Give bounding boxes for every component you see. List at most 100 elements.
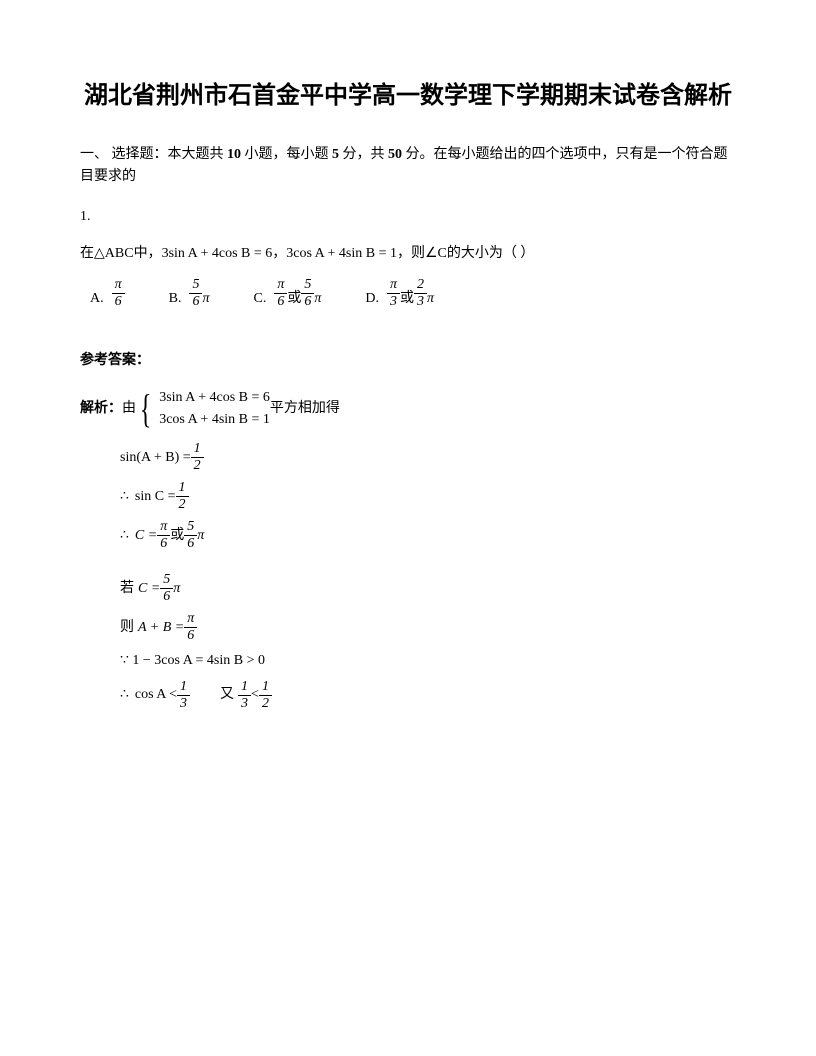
third-d: 3 <box>177 696 190 712</box>
option-d-label: D. <box>365 288 379 310</box>
option-d-frac2: 2 3 <box>414 277 427 310</box>
opt-c-pi: π <box>314 288 321 310</box>
sec-count: 10 <box>227 147 241 162</box>
q1-triangle: △ABC <box>94 243 134 265</box>
frac-pi6: π 6 <box>157 519 170 552</box>
solution-line-1: 解析： 由 { 3sin A + 4cos B = 6 3cos A + 4si… <box>80 387 736 432</box>
opt-b-pi: π <box>202 288 209 310</box>
sol-square-add: 平方相加得 <box>270 398 340 420</box>
pi6-d: 6 <box>157 536 170 552</box>
opt-a-den: 6 <box>112 294 125 310</box>
opt-a-num: π <box>112 277 125 294</box>
cosa-lhs: cos A < <box>135 684 177 706</box>
sol-then-line: 则 A + B = π 6 <box>120 611 736 644</box>
option-a-frac: π 6 <box>112 277 125 310</box>
option-a: A. π 6 <box>90 277 125 310</box>
third-n: 1 <box>177 679 190 696</box>
section-1-heading: 一、 选择题：本大题共 10 小题，每小题 5 分，共 50 分。在每小题给出的… <box>80 144 736 189</box>
sec-mid2: 分，共 <box>339 147 388 162</box>
therefore-icon: ∴ <box>120 486 129 508</box>
q1-angle: ∠C <box>425 243 447 265</box>
equation-system: 3sin A + 4cos B = 6 3cos A + 4sin B = 1 <box>159 387 270 432</box>
sec-pts: 5 <box>332 147 339 162</box>
ze-text: 则 <box>120 617 134 639</box>
opt-c-d2: 6 <box>301 294 314 310</box>
option-b: B. 5 6 π <box>169 277 210 310</box>
solution-label: 解析： <box>80 398 122 420</box>
half-d3: 2 <box>259 696 272 712</box>
third-n-b: 1 <box>238 679 251 696</box>
pi6-d-b: 6 <box>184 628 197 644</box>
frac-half-3: 1 2 <box>259 679 272 712</box>
sin-ab-lhs: sin(A + B) = <box>120 447 191 469</box>
q1-options: A. π 6 B. 5 6 π C. π 6 或 5 6 π D. π 3 或 <box>90 277 736 310</box>
sol-if-line: 若 C = 5 6 π <box>120 572 736 605</box>
frac-pi6-b: π 6 <box>184 611 197 644</box>
option-d: D. π 3 或 2 3 π <box>365 277 434 310</box>
pi-suf-2: π <box>173 578 180 600</box>
half-n1: 1 <box>191 441 204 458</box>
sec-total: 50 <box>388 147 402 162</box>
option-c-frac2: 5 6 <box>301 277 314 310</box>
q1-eq2: 3cos A + 4sin B = 1 <box>286 243 397 265</box>
ab-eq-lhs: A + B = <box>138 617 184 639</box>
five6-d-b: 6 <box>160 589 173 605</box>
answer-heading: 参考答案： <box>80 350 736 372</box>
q1-pre: 在 <box>80 243 94 265</box>
option-b-frac: 5 6 <box>189 277 202 310</box>
five6-n: 5 <box>184 519 197 536</box>
option-c-label: C. <box>254 288 267 310</box>
opt-d-d2: 3 <box>414 294 427 310</box>
sol-by: 由 <box>122 398 136 420</box>
brace-icon: { <box>140 391 152 427</box>
opt-c-or: 或 <box>287 288 301 310</box>
option-b-label: B. <box>169 288 182 310</box>
opt-c-d1: 6 <box>274 294 287 310</box>
sinc-lhs: sin C = <box>135 486 176 508</box>
therefore-icon-2: ∴ <box>120 525 129 547</box>
you-text: 又 <box>220 684 234 706</box>
opt-d-d1: 3 <box>387 294 400 310</box>
frac-half-1: 1 2 <box>191 441 204 474</box>
q1-number: 1. <box>80 206 736 228</box>
frac-56: 5 6 <box>184 519 197 552</box>
opt-c-n2: 5 <box>301 277 314 294</box>
q1-post2: 的大小为（ ） <box>447 243 535 265</box>
or-text-1: 或 <box>170 525 184 547</box>
option-a-label: A. <box>90 288 104 310</box>
half-d1: 2 <box>191 458 204 474</box>
q1-post1: ，则 <box>397 243 425 265</box>
opt-b-num: 5 <box>189 277 202 294</box>
opt-c-n1: π <box>274 277 287 294</box>
option-c-frac1: π 6 <box>274 277 287 310</box>
third-d-b: 3 <box>238 696 251 712</box>
sec-prefix: 一、 选择题：本大题共 <box>80 147 227 162</box>
sol-sin-ab: sin(A + B) = 1 2 <box>120 441 736 474</box>
opt-d-pi: π <box>427 288 434 310</box>
option-c: C. π 6 或 5 6 π <box>254 277 322 310</box>
sec-mid1: 小题，每小题 <box>241 147 332 162</box>
ruo-text: 若 <box>120 578 134 600</box>
opt-d-n1: π <box>387 277 400 294</box>
half-n2: 1 <box>176 480 189 497</box>
lt-sign: < <box>251 684 259 706</box>
half-n3: 1 <box>259 679 272 696</box>
sol-cosa-line: ∴ cos A < 1 3 又 1 3 < 1 2 <box>120 679 736 712</box>
half-d2: 2 <box>176 497 189 513</box>
q1-mid: 中， <box>134 243 162 265</box>
option-d-frac1: π 3 <box>387 277 400 310</box>
opt-d-or: 或 <box>400 288 414 310</box>
pi6-n: π <box>157 519 170 536</box>
sol-sinc: ∴ sin C = 1 2 <box>120 480 736 513</box>
frac-half-2: 1 2 <box>176 480 189 513</box>
frac-56-b: 5 6 <box>160 572 173 605</box>
opt-d-n2: 2 <box>414 277 427 294</box>
because-eq: ∵ 1 − 3cos A = 4sin B > 0 <box>120 650 265 672</box>
pi-suf-1: π <box>197 525 204 547</box>
opt-b-den: 6 <box>189 294 202 310</box>
sol-c-eq: ∴ C = π 6 或 5 6 π <box>120 519 736 552</box>
q1-eq1: 3sin A + 4cos B = 6， <box>162 243 287 265</box>
c-eq-56-lhs: C = <box>138 578 160 600</box>
pi6-n-b: π <box>184 611 197 628</box>
sys-eq1: 3sin A + 4cos B = 6 <box>159 387 270 409</box>
